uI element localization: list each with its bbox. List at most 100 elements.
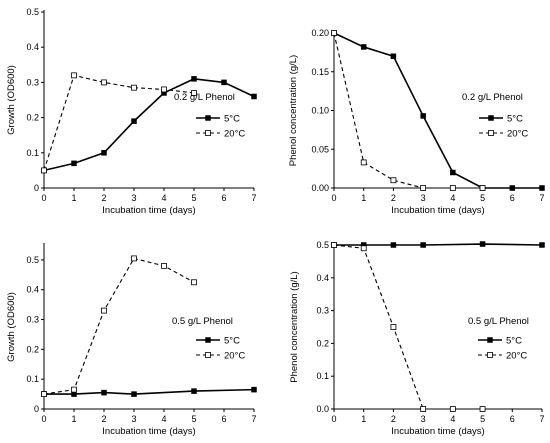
phenol-annotation: 0.2 g/L Phenol <box>462 92 523 103</box>
chart-panel-4: 0 1 2 3 4 5 6 7 0.0 0.1 0.2 0.3 0.4 0.5 Incubation tim… <box>289 240 545 437</box>
phenol-annotation: 0.5 g/L Phenol <box>468 316 529 327</box>
y-axis-label: Phenol concentration (g/L) <box>289 271 300 382</box>
chart-panel-3: 0 1 2 3 4 5 6 7 0 0.1 0.2 0.3 0.4 0.5 Incubation time … <box>6 243 257 437</box>
x-axis-label: Incubation time (days) <box>391 205 484 216</box>
x-tick-label: 7 <box>539 414 544 424</box>
data-point <box>449 406 456 412</box>
legend-label-2: 20°C <box>224 351 245 362</box>
x-tick-label: 4 <box>161 193 166 203</box>
legend-marker-2 <box>205 352 211 358</box>
x-axis-label: Incubation time (days) <box>391 426 484 437</box>
legend-label-2: 20°C <box>224 129 245 140</box>
x-tick-label: 2 <box>391 193 396 203</box>
x-tick-label: 3 <box>131 414 136 424</box>
y-axis-label: Growth (OD600) <box>6 292 17 362</box>
data-point <box>360 159 367 166</box>
y-tick-label: 0.3 <box>26 77 39 87</box>
x-axis-label: Incubation time (days) <box>102 205 195 216</box>
x-tick-label: 6 <box>221 414 226 424</box>
series-line-2 <box>333 32 483 189</box>
x-tick-label: 3 <box>131 193 136 203</box>
legend-label-2: 20°C <box>507 129 528 140</box>
x-tick-label: 1 <box>71 193 76 203</box>
data-point <box>101 150 107 156</box>
data-point <box>161 86 167 93</box>
data-point <box>71 72 77 79</box>
x-tick-label: 5 <box>480 414 485 424</box>
y-tick-label: 0.2 <box>316 338 329 348</box>
data-point <box>131 118 137 124</box>
data-point <box>509 185 516 191</box>
legend-marker-1 <box>205 115 211 121</box>
x-tick-label: 0 <box>331 193 336 203</box>
phenol-annotation: 0.2 g/L Phenol <box>174 92 235 103</box>
x-tick-label: 2 <box>391 414 396 424</box>
y-tick-label: 0.1 <box>316 371 329 381</box>
data-point <box>420 242 426 248</box>
data-point <box>71 160 77 167</box>
y-tick-label: 0 <box>34 183 39 193</box>
legend-label-1: 5°C <box>507 114 523 125</box>
data-point <box>360 245 367 252</box>
data-point <box>420 113 426 119</box>
legend-label-1: 5°C <box>506 336 522 347</box>
x-tick-label: 4 <box>450 193 455 203</box>
y-tick-label: 0.15 <box>311 67 329 77</box>
y-tick-label: 0.5 <box>26 7 39 17</box>
x-tick-label: 0 <box>41 193 46 203</box>
data-point <box>251 386 257 393</box>
data-point <box>101 79 107 86</box>
y-tick-label: 0 <box>34 404 39 414</box>
y-tick-label: 0.4 <box>316 273 329 283</box>
series-line-2 <box>333 244 483 410</box>
data-point <box>221 79 227 86</box>
y-tick-label: 0.20 <box>311 28 329 38</box>
data-point <box>101 389 107 396</box>
data-point <box>41 391 47 397</box>
x-tick-label: 6 <box>510 193 515 203</box>
y-tick-label: 0.1 <box>26 374 39 384</box>
data-point <box>191 279 197 286</box>
series-line-1 <box>43 78 255 172</box>
data-point <box>390 53 397 59</box>
x-tick-label: 1 <box>361 193 366 203</box>
data-point <box>191 388 197 394</box>
y-tick-label: 0.05 <box>311 144 329 154</box>
data-point <box>390 324 397 330</box>
data-point <box>420 185 427 191</box>
x-tick-label: 7 <box>251 414 256 424</box>
x-tick-label: 5 <box>191 414 196 424</box>
data-point <box>390 177 397 184</box>
data-point <box>101 307 107 314</box>
y-axis-label: Growth (OD600) <box>6 65 17 135</box>
x-tick-label: 6 <box>221 193 226 203</box>
y-tick-label: 0.5 <box>26 255 39 265</box>
data-point <box>161 262 167 269</box>
x-tick-label: 1 <box>71 414 76 424</box>
data-point <box>360 44 367 50</box>
y-axis-label: Phenol concentration (g/L) <box>288 55 299 166</box>
x-tick-label: 4 <box>161 414 166 424</box>
x-tick-label: 4 <box>450 414 455 424</box>
series-line-2 <box>43 257 195 395</box>
x-tick-label: 1 <box>361 414 366 424</box>
x-tick-label: 5 <box>480 193 485 203</box>
legend-marker-1 <box>487 337 493 343</box>
legend-marker-2 <box>205 130 211 136</box>
data-point <box>479 185 486 191</box>
data-point <box>131 391 137 397</box>
x-tick-label: 5 <box>191 193 196 203</box>
y-tick-label: 0.4 <box>26 285 39 295</box>
chart-panel-1: 0 1 2 3 4 5 6 7 0 0.1 0.2 0.3 0.4 0.5 Incubation time … <box>6 7 257 216</box>
data-point <box>41 167 47 174</box>
data-point <box>420 406 427 412</box>
legend-label-1: 5°C <box>224 336 240 347</box>
y-tick-label: 0.3 <box>26 315 39 325</box>
data-point <box>331 242 337 248</box>
legend-marker-1 <box>205 337 211 343</box>
legend-marker-1 <box>488 115 494 121</box>
data-point <box>191 76 197 82</box>
y-tick-label: 0.3 <box>316 306 329 316</box>
data-point <box>390 242 397 248</box>
y-tick-label: 0.2 <box>26 113 39 123</box>
